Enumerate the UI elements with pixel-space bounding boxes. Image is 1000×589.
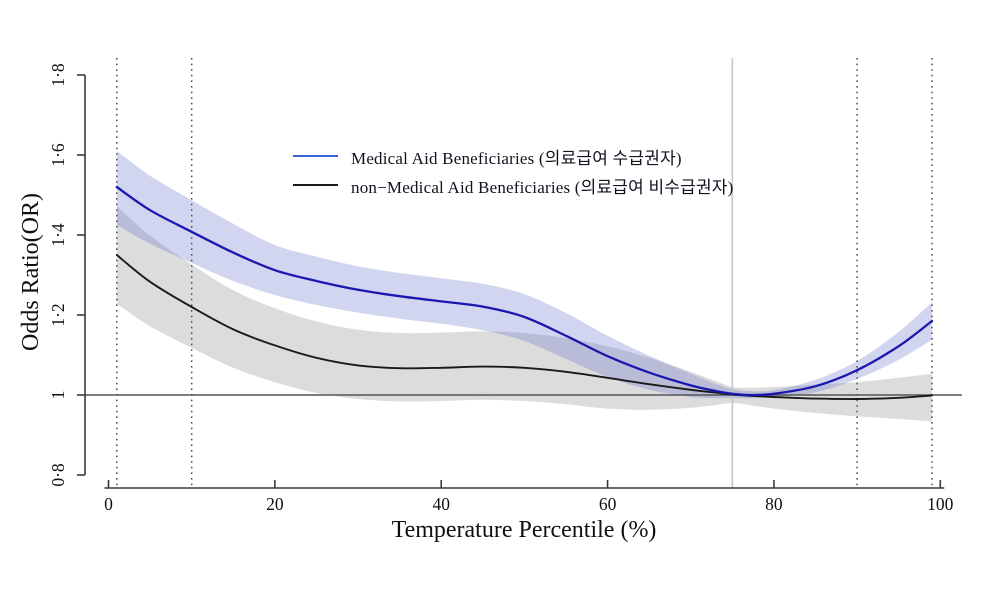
- x-tick-label: 0: [104, 494, 113, 514]
- x-tick-label: 80: [765, 494, 783, 514]
- chart-legend: Medical Aid Beneficiaries (의료급여 수급권자) no…: [293, 146, 734, 197]
- y-axis-title: Odds Ratio(OR): [18, 193, 44, 351]
- legend-item-medical-aid: Medical Aid Beneficiaries (의료급여 수급권자): [293, 146, 734, 168]
- legend-label-non-medical-aid: non−Medical Aid Beneficiaries (의료급여 비수급권…: [351, 177, 734, 197]
- y-tick-label: 0·8: [48, 463, 68, 487]
- ci-band-non-medical-aid: [116, 206, 933, 422]
- x-tick-label: 100: [927, 494, 954, 514]
- y-tick-label: 1·4: [48, 223, 68, 247]
- legend-line-medical-aid-icon: [293, 155, 338, 157]
- legend-item-non-medical-aid: non−Medical Aid Beneficiaries (의료급여 비수급권…: [293, 175, 734, 197]
- x-axis-title: Temperature Percentile (%): [392, 517, 657, 543]
- y-tick-label: 1·8: [48, 63, 68, 87]
- x-tick-label: 40: [432, 494, 450, 514]
- legend-line-non-medical-aid-icon: [293, 184, 338, 186]
- y-tick-label: 1·6: [48, 143, 68, 167]
- x-tick-label: 60: [599, 494, 617, 514]
- y-tick-label: 1·2: [48, 303, 68, 326]
- y-tick-label: 1: [48, 391, 68, 400]
- chart-layers: 0·8 1 1·2 1·4 1·6 1·8 0 20 40 60 80 100: [48, 58, 962, 514]
- curve-non-medical-aid: [115, 254, 933, 400]
- curve-medical-aid: [115, 185, 934, 397]
- x-tick-label: 20: [266, 494, 284, 514]
- legend-label-medical-aid: Medical Aid Beneficiaries (의료급여 수급권자): [351, 148, 682, 168]
